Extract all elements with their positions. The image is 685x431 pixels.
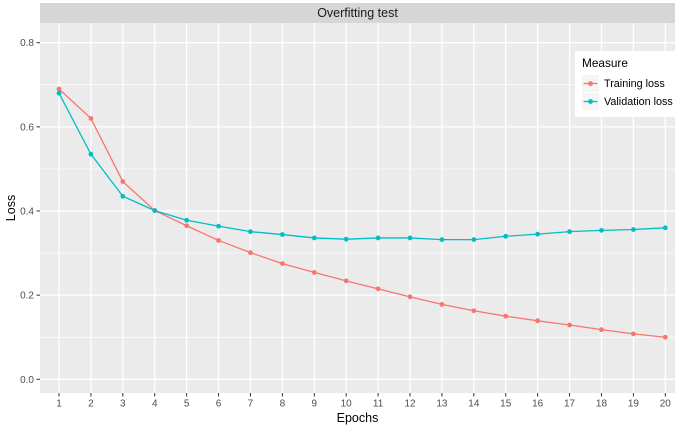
y-tick-label: 0.4 [20,207,34,218]
training-loss-point [120,179,126,184]
validation-loss-point [439,237,445,243]
training-loss-point [439,302,445,307]
training-loss-line [58,88,666,338]
training-loss-point [630,331,636,337]
training-loss-point [56,86,62,92]
training-loss-point [599,327,604,333]
validation-loss-point [311,235,317,241]
x-tick-label: 6 [216,399,222,410]
validation-loss-point [599,227,604,233]
validation-loss-point [120,193,126,199]
legend: Measure Training loss Validation loss [575,51,685,117]
x-tick-label: 8 [280,399,286,410]
validation-loss-key-icon [582,93,599,110]
x-tick-label: 15 [500,399,512,410]
training-loss-point [535,318,541,324]
x-tick-label: 5 [184,399,190,410]
y-tick-label: 0.6 [20,122,34,133]
x-tick-label: 7 [248,399,254,410]
validation-loss-point [184,217,190,223]
x-tick-label: 14 [468,399,480,410]
validation-loss-point [248,229,253,235]
training-loss-point [343,278,349,284]
legend-label-training-loss: Training loss [604,77,665,90]
training-loss-point [279,261,285,266]
training-loss-point [407,294,413,300]
validation-loss-point [471,237,477,243]
validation-loss-point [503,233,509,239]
validation-loss-point [630,227,636,232]
legend-title: Measure [582,56,628,70]
validation-loss-point [216,223,221,229]
validation-loss-point [279,232,285,237]
legend-item-validation-loss: Validation loss [582,93,685,110]
training-loss-point [88,116,94,121]
validation-loss-point [375,235,381,241]
training-loss-key-icon [582,75,599,92]
x-tick-label: 11 [373,399,384,410]
training-loss-point [471,308,477,314]
training-loss-point [184,223,190,229]
validation-loss-point [88,151,94,157]
validation-loss-line [58,92,666,241]
x-tick-label: 18 [596,399,608,410]
validation-loss-point [567,229,572,235]
x-tick-label: 10 [341,399,353,410]
x-tick-label: 2 [88,399,94,410]
legend-label-validation-loss: Validation loss [604,95,673,108]
y-tick-label: 0.0 [20,375,34,386]
x-axis-title: Epochs [336,411,379,425]
training-loss-point [216,238,221,243]
training-loss-point [662,334,668,340]
training-loss-point [248,250,253,256]
training-loss-point [375,286,381,292]
validation-loss-point [152,208,158,213]
validation-loss-point [56,90,62,96]
x-tick-label: 13 [436,399,448,410]
x-tick-label: 16 [532,399,544,410]
x-tick-label: 9 [312,399,318,410]
x-tick-label: 20 [660,399,672,410]
x-tick-label: 3 [120,399,126,410]
validation-loss-point [535,231,541,237]
y-tick-label: 0.2 [20,291,34,302]
training-loss-point [503,313,509,319]
training-loss-point [567,322,572,328]
x-tick-label: 12 [404,399,416,410]
legend-item-training-loss: Training loss [582,75,685,92]
x-tick-label: 1 [56,399,62,410]
x-tick-label: 4 [152,399,158,410]
validation-loss-point [343,236,349,242]
training-loss-point [311,270,317,275]
y-axis-title: Loss [4,194,18,222]
plot-title-strip: Overfitting test [40,3,675,23]
x-tick-label: 19 [628,399,640,410]
validation-loss-point [662,225,668,231]
validation-loss-point [407,235,413,241]
y-tick-label: 0.8 [20,38,34,49]
plot-title: Overfitting test [317,6,398,20]
x-tick-label: 17 [564,399,576,410]
